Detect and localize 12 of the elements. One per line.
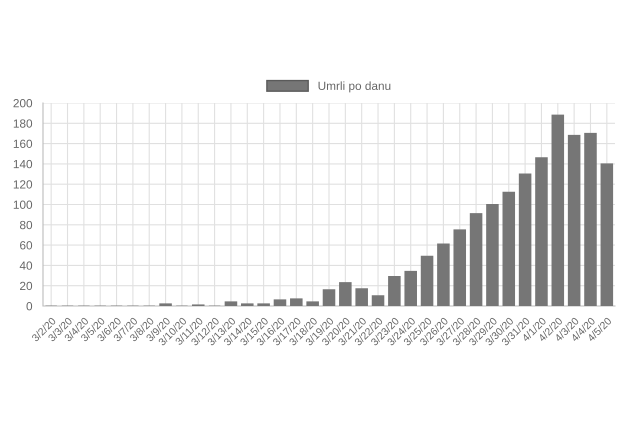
y-tick-label: 180 <box>14 119 32 128</box>
y-tick-label: 20 <box>20 282 32 290</box>
y-tick-label: 60 <box>20 241 32 250</box>
y-tick-label: 200 <box>13 99 32 108</box>
y-tick-label: 140 <box>14 160 32 168</box>
y-tick-label: 100 <box>14 200 32 209</box>
y-tick-label: 160 <box>14 140 32 148</box>
y-tick-label: 0 <box>26 302 32 310</box>
y-tick-label: 120 <box>14 180 32 189</box>
y-tick-label: 40 <box>20 261 32 270</box>
y-tick-label: 80 <box>20 220 32 230</box>
legend-label: Umrli po danu <box>318 81 390 92</box>
